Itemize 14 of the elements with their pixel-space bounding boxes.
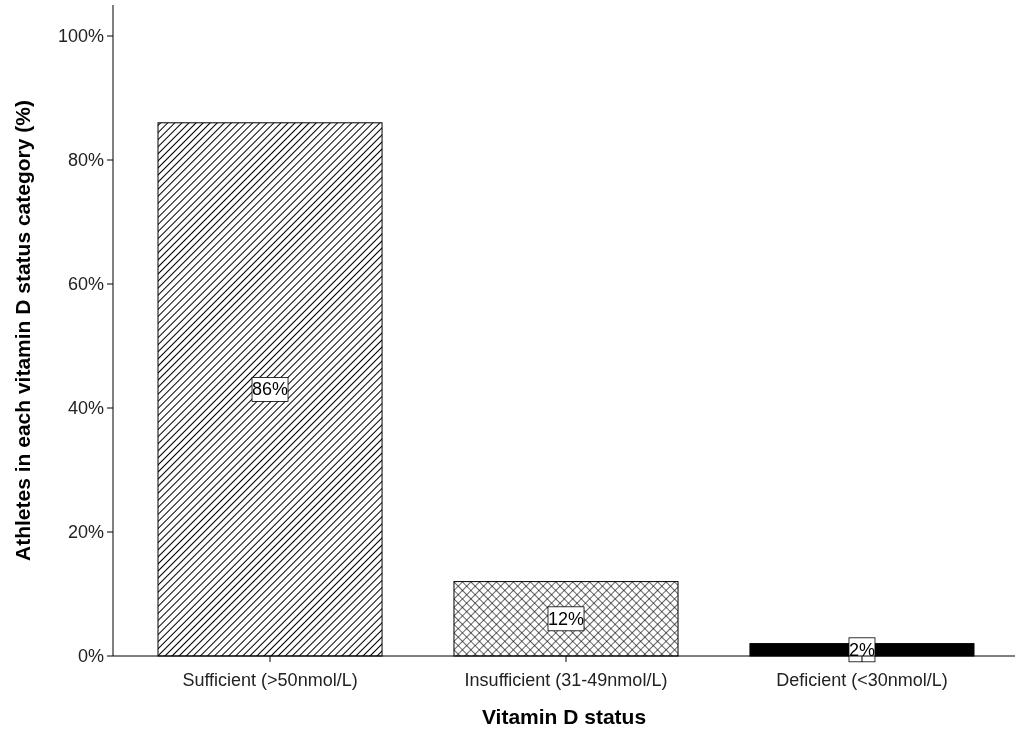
data-label: 12% (547, 608, 585, 629)
y-tick-label: 80% (67, 150, 104, 170)
x-tick-label: Deficient (<30nmol/L) (776, 670, 948, 690)
y-tick-label: 60% (67, 274, 104, 294)
y-tick-label: 100% (57, 26, 104, 46)
y-tick-label: 20% (67, 522, 104, 542)
x-tick-label: Sufficient (>50nmol/L) (182, 670, 358, 690)
x-tick-label: Insufficient (31-49nmol/L) (464, 670, 668, 690)
y-axis-title: Athletes in each vitamin D status category (%) (11, 100, 34, 561)
data-label: 86% (252, 379, 289, 400)
y-tick-label: 40% (67, 398, 104, 418)
y-tick-label: 0% (77, 646, 104, 666)
data-label: 2% (848, 639, 875, 660)
x-axis-title: Vitamin D status (481, 705, 647, 728)
